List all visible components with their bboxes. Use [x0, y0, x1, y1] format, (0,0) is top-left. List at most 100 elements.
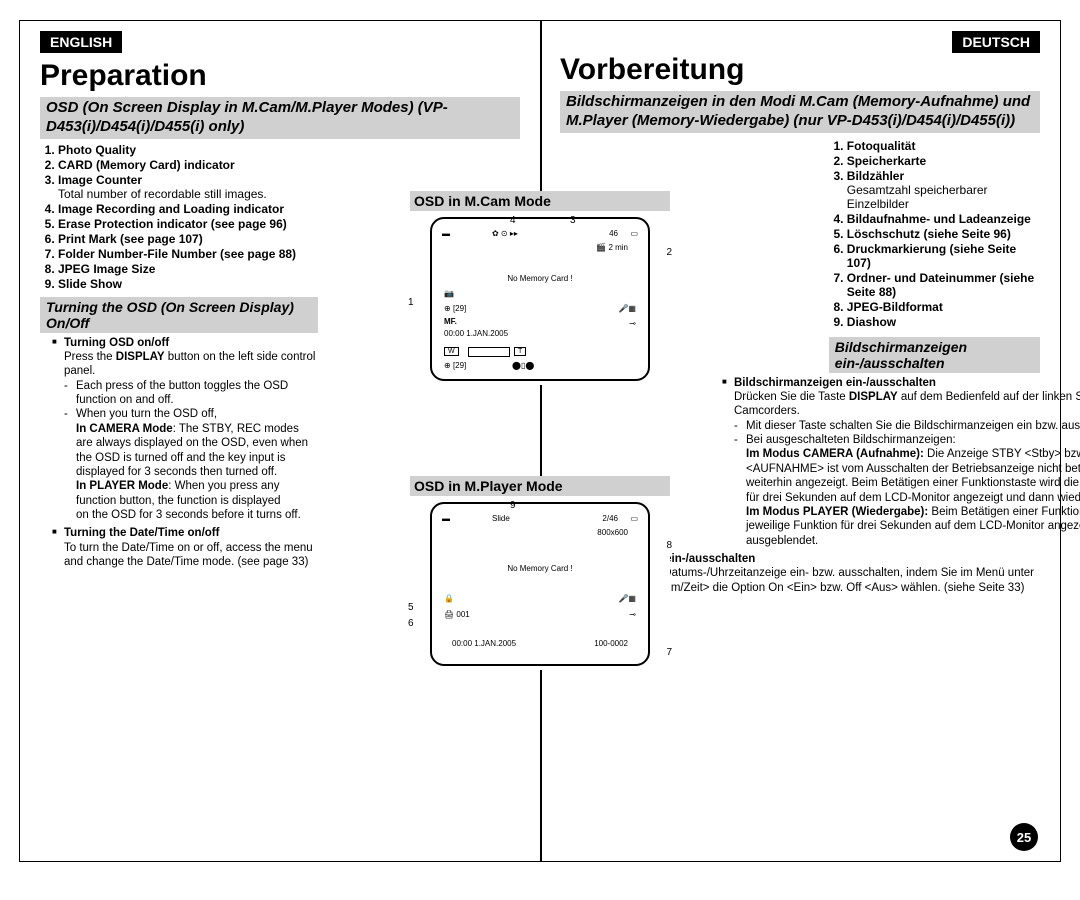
text: DISPLAY	[849, 391, 898, 403]
callout-2: 2	[666, 247, 672, 258]
osd-mplayer-box: OSD in M.Player Mode 9 8 7 5 6 ▬ Slide 2…	[410, 476, 670, 670]
list-item: JPEG-Bildformat	[847, 300, 1040, 314]
text: on the OSD for 3 seconds before it turns…	[64, 508, 318, 522]
mic-icon: 🎤▦	[618, 594, 636, 603]
list-item: Print Mark (see page 107)	[58, 232, 318, 246]
german-column: DEUTSCH Vorbereitung Bildschirmanzeigen …	[540, 21, 1060, 861]
af-icons: ⬤▯⬤	[512, 361, 534, 370]
mic-icon: 🎤▦	[618, 304, 636, 313]
text: In CAMERA Mode: The STBY, REC modes are …	[64, 422, 318, 480]
mplayer-title: OSD in M.Player Mode	[410, 476, 670, 496]
list-note: Total number of recordable still images.	[58, 187, 318, 201]
list-item: Diashow	[847, 315, 1040, 329]
counter: 46	[609, 229, 618, 238]
date-time: 00:00 1.JAN.2005	[444, 329, 508, 338]
text: [29]	[453, 361, 466, 370]
dash-item: When you turn the OSD off,	[64, 407, 318, 421]
text: Im Modus CAMERA (Aufnahme): Die Anzeige …	[734, 447, 1080, 505]
recording-icon: 📷	[444, 289, 454, 298]
quality-icon: ✿ ⊙ ▸▸	[492, 229, 518, 238]
text: Im Modus PLAYER (Wiedergabe):	[746, 506, 928, 518]
list-item: Photo Quality	[58, 143, 318, 157]
bullet-title: Turning the Date/Time on/off	[64, 527, 219, 539]
dash-item: Mit dieser Taste schalten Sie die Bildsc…	[734, 419, 1080, 433]
manual-page: ENGLISH Preparation OSD (On Screen Displ…	[19, 20, 1061, 862]
list-item: Löschschutz (siehe Seite 96)	[847, 227, 1040, 241]
dash-item: Each press of the button toggles the OSD…	[64, 379, 318, 408]
list-item: JPEG Image Size	[58, 262, 318, 276]
callout-5: 5	[408, 602, 414, 613]
section-title-english: Turning the OSD (On Screen Display) On/O…	[40, 297, 318, 333]
text: In PLAYER Mode: When you press any funct…	[64, 479, 318, 508]
list-item: Speicherkarte	[847, 154, 1040, 168]
mcam-title: OSD in M.Cam Mode	[410, 191, 670, 211]
page-number-badge: 25	[1010, 823, 1038, 851]
zoom-bar	[468, 347, 510, 357]
list-item: Image Recording and Loading indicator	[58, 202, 318, 216]
subtitle-english: OSD (On Screen Display in M.Cam/M.Player…	[40, 97, 520, 139]
list-item-label: Image Counter	[58, 173, 142, 187]
zoom-t: T	[514, 347, 526, 356]
list-item: Bildaufnahme- und Ladeanzeige	[847, 212, 1040, 226]
center-divider	[540, 21, 542, 861]
osd-mcam-box: OSD in M.Cam Mode 4 3 2 1 ▬ ✿ ⊙ ▸▸ 46 ▭ …	[410, 191, 670, 385]
print-icon: 🖨 001	[444, 610, 470, 619]
text: Press the	[64, 351, 116, 363]
bullet: Bildschirmanzeigen ein-/ausschalten Drüc…	[722, 376, 1080, 549]
key-icon: ⊸	[629, 319, 636, 328]
list-item: Druckmarkierung (siehe Seite 107)	[847, 242, 1040, 270]
list-item: Fotoqualität	[847, 139, 1040, 153]
subtitle-german: Bildschirmanzeigen in den Modi M.Cam (Me…	[560, 91, 1040, 133]
counter: 2/46	[602, 514, 618, 523]
indicator: ⊕ [29]	[444, 361, 466, 370]
text: To turn the Date/Time on or off, access …	[64, 542, 313, 568]
text: Im Modus PLAYER (Wiedergabe): Beim Betät…	[734, 505, 1080, 548]
text: Drücken Sie die Taste	[734, 391, 849, 403]
lcd-mplayer: ▬ Slide 2/46 ▭ 800x600 No Memory Card ! …	[430, 502, 650, 666]
english-column: ENGLISH Preparation OSD (On Screen Displ…	[20, 21, 540, 861]
list-note: Gesamtzahl speicherbarer Einzelbilder	[847, 183, 1040, 211]
text: [29]	[453, 304, 466, 313]
no-card-msg: No Memory Card !	[432, 564, 648, 573]
bullet-title: Bildschirmanzeigen ein-/ausschalten	[734, 377, 936, 389]
card-icon: ▬	[442, 514, 450, 523]
text: In PLAYER Mode	[76, 480, 168, 492]
callout-1: 1	[408, 297, 414, 308]
list-item: Erase Protection indicator (see page 96)	[58, 217, 318, 231]
callout-6: 6	[408, 618, 414, 629]
bullet: Turning OSD on/off Press the DISPLAY but…	[52, 336, 318, 523]
lcd-mcam: ▬ ✿ ⊙ ▸▸ 46 ▭ 🎬 2 min No Memory Card ! 📷…	[430, 217, 650, 381]
title-english: Preparation	[40, 59, 520, 93]
callout-7: 7	[666, 647, 672, 658]
list-item-label: Bildzähler	[847, 169, 904, 183]
battery-icon: ▭	[630, 514, 638, 523]
list-item: Slide Show	[58, 277, 318, 291]
image-size: 800x600	[597, 528, 628, 537]
zoom-w: W	[444, 347, 459, 356]
list-item: CARD (Memory Card) indicator	[58, 158, 318, 172]
list-item: Folder Number-File Number (see page 88)	[58, 247, 318, 261]
section-title-german: Bildschirmanzeigen ein-/ausschalten	[829, 337, 1040, 373]
osd-list-english: Photo Quality CARD (Memory Card) indicat…	[40, 143, 318, 291]
body-english: Turning OSD on/off Press the DISPLAY but…	[40, 336, 318, 570]
date-time: 00:00 1.JAN.2005	[452, 639, 516, 648]
list-item: Bildzähler Gesamtzahl speicherbarer Einz…	[847, 169, 1040, 211]
text: 001	[456, 610, 469, 619]
text: Im Modus CAMERA (Aufnahme):	[746, 448, 924, 460]
bullet-title: Turning OSD on/off	[64, 337, 169, 349]
list-item: Image Counter Total number of recordable…	[58, 173, 318, 201]
text: In CAMERA Mode	[76, 423, 173, 435]
mf-icon: MF.	[444, 317, 457, 326]
title-german: Vorbereitung	[560, 53, 1040, 87]
list-item: Ordner- und Dateinummer (siehe Seite 88)	[847, 271, 1040, 299]
text: DISPLAY	[116, 351, 165, 363]
callout-8: 8	[666, 540, 672, 551]
battery-icon: ▭	[630, 229, 638, 238]
osd-list-german: Fotoqualität Speicherkarte Bildzähler Ge…	[829, 139, 1040, 329]
slide-label: Slide	[492, 514, 510, 523]
card-icon: ▬	[442, 229, 450, 238]
bullet: Turning the Date/Time on/off To turn the…	[52, 526, 318, 569]
text: 2 min	[608, 243, 628, 252]
time-remaining: 🎬 2 min	[596, 243, 628, 252]
protect-icon: 🔒	[444, 594, 454, 603]
